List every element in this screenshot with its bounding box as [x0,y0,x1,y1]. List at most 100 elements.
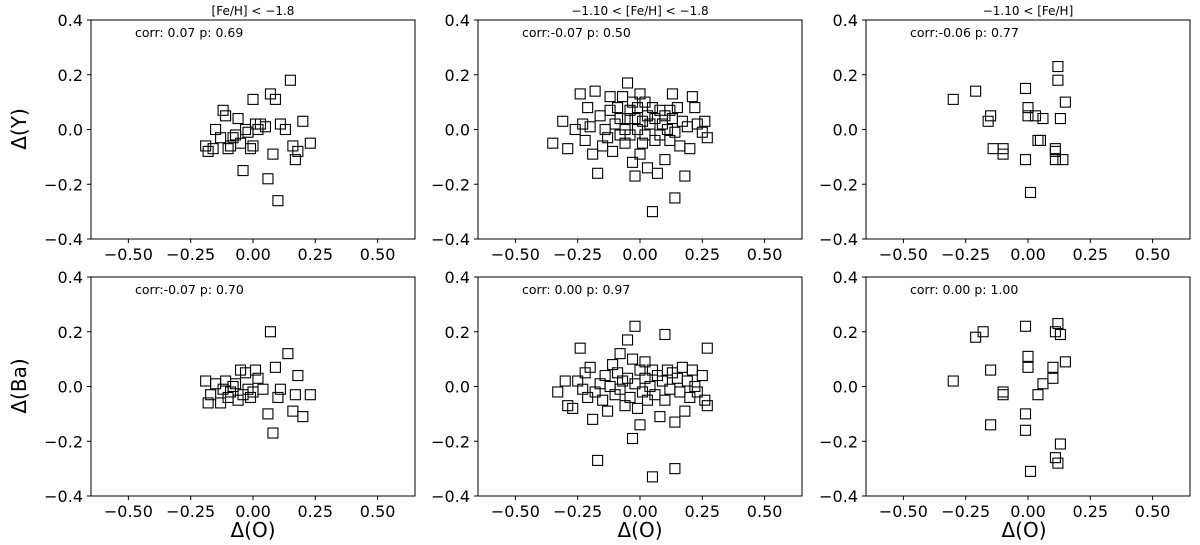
data-point [274,383,286,395]
data-point [594,110,606,122]
data-point [997,389,1009,401]
data-point [641,162,654,174]
data-point [987,143,999,155]
data-point [985,419,997,431]
data-point [279,123,291,136]
x-tick-label: −0.25 [941,502,990,521]
data-point [621,334,634,346]
data-point [222,143,234,155]
data-point [1022,110,1034,122]
data-point [947,375,959,387]
data-point [701,132,713,144]
x-axis-label-middle: Δ(O) [617,518,662,542]
data-point [656,375,668,387]
data-point [1054,328,1066,341]
panel-5: −0.50 −0.25 0.00 0.25 0.50 −0.4 −0.2 0.0 0.2 0.4 c… [431,268,803,521]
y-tick-label: 0.2 [833,66,858,85]
data-point [614,348,626,360]
data-point [666,88,678,100]
data-point [557,115,569,127]
data-point [592,454,604,466]
data-point [977,326,989,338]
data-point [997,148,1009,160]
data-point [202,397,214,409]
x-tick-label: 0.00 [1010,502,1046,521]
x-tick-label: −0.50 [491,245,540,264]
data-point [259,121,272,133]
plot-frame [865,276,1191,497]
data-point [289,389,301,401]
panel-title: −1.10 < [Fe/H] [983,4,1074,18]
y-tick-label: 0.2 [445,323,470,342]
data-point [1022,102,1034,114]
data-point [205,389,217,401]
x-tick-label: −0.50 [491,502,540,521]
data-point [634,148,646,160]
x-axis-label-left: Δ(O) [230,518,275,542]
y-tick-label: −0.2 [431,432,470,451]
data-point [589,85,601,97]
data-point [626,156,639,168]
data-point [574,342,586,354]
x-tick-label: 0.25 [684,502,720,521]
y-tick-label: 0.0 [833,378,858,397]
data-point [284,74,296,86]
data-point [267,148,279,160]
data-point [297,115,309,127]
y-tick-label: 0.0 [58,378,83,397]
data-point [651,167,663,179]
data-point [1052,457,1064,469]
data-point [970,85,982,97]
y-tick-label: 0.0 [833,121,858,140]
data-point [629,320,641,332]
data-point [674,140,686,152]
data-point [612,102,624,114]
y-tick-label: 0.2 [833,323,858,342]
data-point [230,378,242,390]
x-tick-label: 0.00 [235,245,271,264]
x-tick-label: −0.25 [166,245,215,264]
data-point [262,408,274,420]
data-point [624,391,636,404]
data-point [617,91,629,103]
data-point [562,143,574,155]
y-tick-label: −0.4 [44,487,83,506]
data-point [669,416,681,428]
data-point [269,93,281,105]
data-point [947,93,959,105]
x-tick-label: 0.00 [235,502,271,521]
x-tick-label: 0.50 [360,245,396,264]
y-tick-label: 0.4 [445,11,470,30]
data-point [661,123,673,136]
data-point [604,104,616,116]
data-point [1049,145,1061,157]
panel-title: [Fe/H] < −1.8 [212,4,295,18]
data-point [985,364,997,376]
x-tick-label: 0.25 [297,245,333,264]
data-point [607,145,619,157]
data-point [1024,186,1037,199]
x-tick-label: −0.25 [553,502,602,521]
data-point [247,93,259,105]
data-point [689,102,701,114]
data-point [646,102,659,114]
data-point [614,113,626,125]
data-point [552,386,564,398]
data-point [699,115,711,127]
y-tick-label: 0.4 [445,268,470,287]
x-tick-label: 0.25 [1072,502,1108,521]
x-tick-label: 0.00 [622,245,658,264]
data-point [587,413,599,425]
data-point [1022,350,1034,362]
data-point [292,145,304,157]
x-tick-label: −0.50 [879,245,928,264]
y-tick-label: 0.4 [833,268,858,287]
data-point [679,405,691,417]
data-point [247,140,259,152]
data-point [1037,378,1049,390]
data-point [621,113,634,125]
data-point [574,88,586,100]
plot-frame [865,19,1191,240]
y-axis-label-top: Δ(Y) [7,108,31,150]
